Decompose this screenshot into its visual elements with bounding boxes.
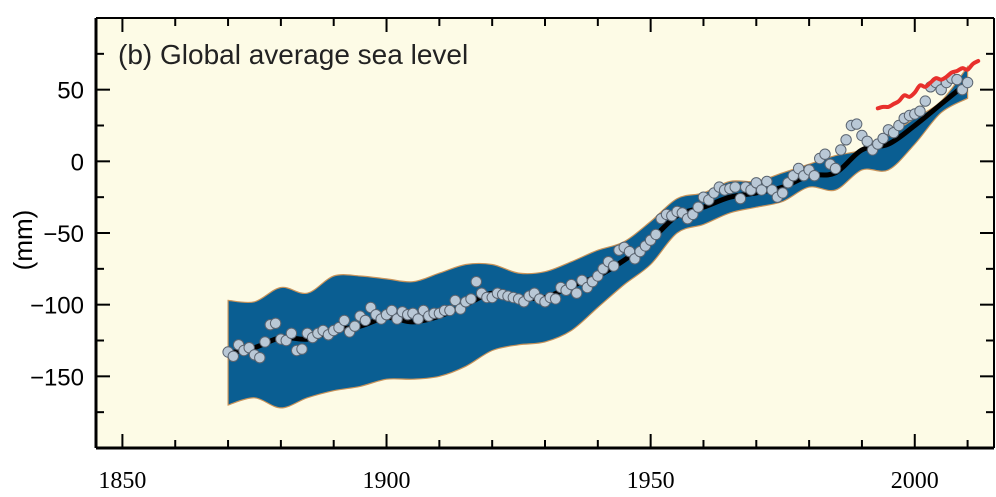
x-tick-label: 1950 [627, 468, 675, 494]
chart-title: (b) Global average sea level [118, 39, 468, 70]
data-point [650, 228, 662, 241]
data-point [296, 343, 308, 355]
data-point [692, 201, 704, 213]
data-point [227, 350, 240, 362]
data-point [259, 336, 271, 348]
data-point [444, 304, 456, 317]
x-tick-label: 1850 [98, 468, 146, 494]
data-point [734, 192, 747, 205]
y-tick-label: 50 [57, 78, 84, 105]
data-point [254, 352, 266, 364]
data-point [961, 76, 974, 89]
axes [94, 17, 995, 450]
data-point [819, 148, 831, 160]
data-point [269, 317, 282, 329]
y-tick-label: −50 [43, 221, 84, 248]
satellite-series-line [875, 59, 981, 111]
y-tick-label: −150 [30, 364, 84, 391]
satellite-line [875, 59, 981, 111]
data-point [549, 293, 562, 305]
x-tick-label: 1900 [363, 468, 411, 494]
data-point [851, 118, 863, 130]
data-point [349, 320, 361, 332]
data-point [465, 293, 477, 305]
data-point [338, 314, 350, 327]
data-point [861, 135, 873, 148]
data-point [565, 278, 578, 291]
data-point [608, 260, 620, 272]
y-tick-labels: 50 0 −50 −100 −150 [30, 78, 84, 392]
data-point [919, 95, 931, 107]
y-axis-label: (mm) [8, 210, 38, 271]
data-point [914, 105, 926, 117]
x-tick-labels: 1850 1900 1950 2000 [98, 468, 938, 494]
data-point [877, 132, 889, 145]
data-point [835, 144, 847, 156]
y-tick-label: −100 [30, 293, 84, 320]
data-point [571, 287, 583, 299]
data-point [359, 314, 372, 327]
data-point [285, 327, 298, 339]
y-tick-label: 0 [71, 149, 84, 176]
data-point [777, 187, 789, 199]
data-point [829, 162, 842, 175]
data-point [470, 276, 482, 288]
data-point [761, 175, 773, 188]
data-point [840, 134, 852, 146]
data-point [808, 170, 821, 182]
x-tick-label: 2000 [891, 468, 939, 494]
data-point [729, 181, 741, 193]
data-point [951, 73, 963, 86]
data-point [412, 313, 424, 325]
